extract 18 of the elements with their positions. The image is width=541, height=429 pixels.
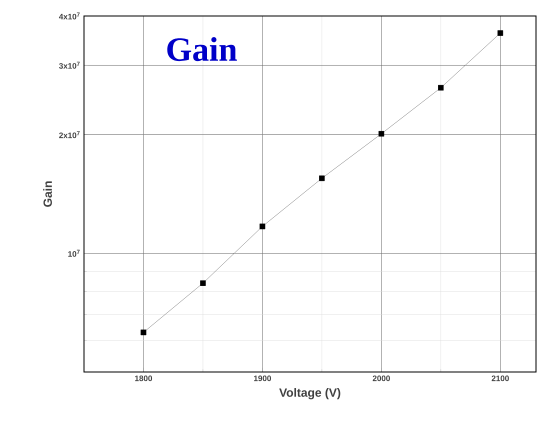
x-tick-label: 2100	[492, 376, 509, 382]
point	[498, 30, 504, 36]
x-tick-label: 1900	[254, 376, 271, 382]
x-axis-title: Voltage (V)	[279, 388, 340, 400]
y-tick-label: 2x10$^{7}$	[59, 131, 80, 138]
y-tick-label: 10$^{7}$	[68, 250, 80, 257]
y-tick-label: 4x10$^{7}$	[58, 12, 80, 20]
x-tick-label: 1800	[135, 376, 152, 382]
y-tick-label: 3x10$^{7}$	[59, 62, 80, 69]
point	[140, 330, 146, 336]
point	[200, 280, 206, 286]
point	[378, 130, 384, 137]
chart-title: Gain	[167, 37, 237, 62]
point	[260, 224, 266, 230]
y-axis-title: Gain	[43, 181, 52, 207]
point	[319, 175, 325, 182]
point	[438, 84, 444, 91]
x-tick-label: 2000	[372, 376, 390, 382]
